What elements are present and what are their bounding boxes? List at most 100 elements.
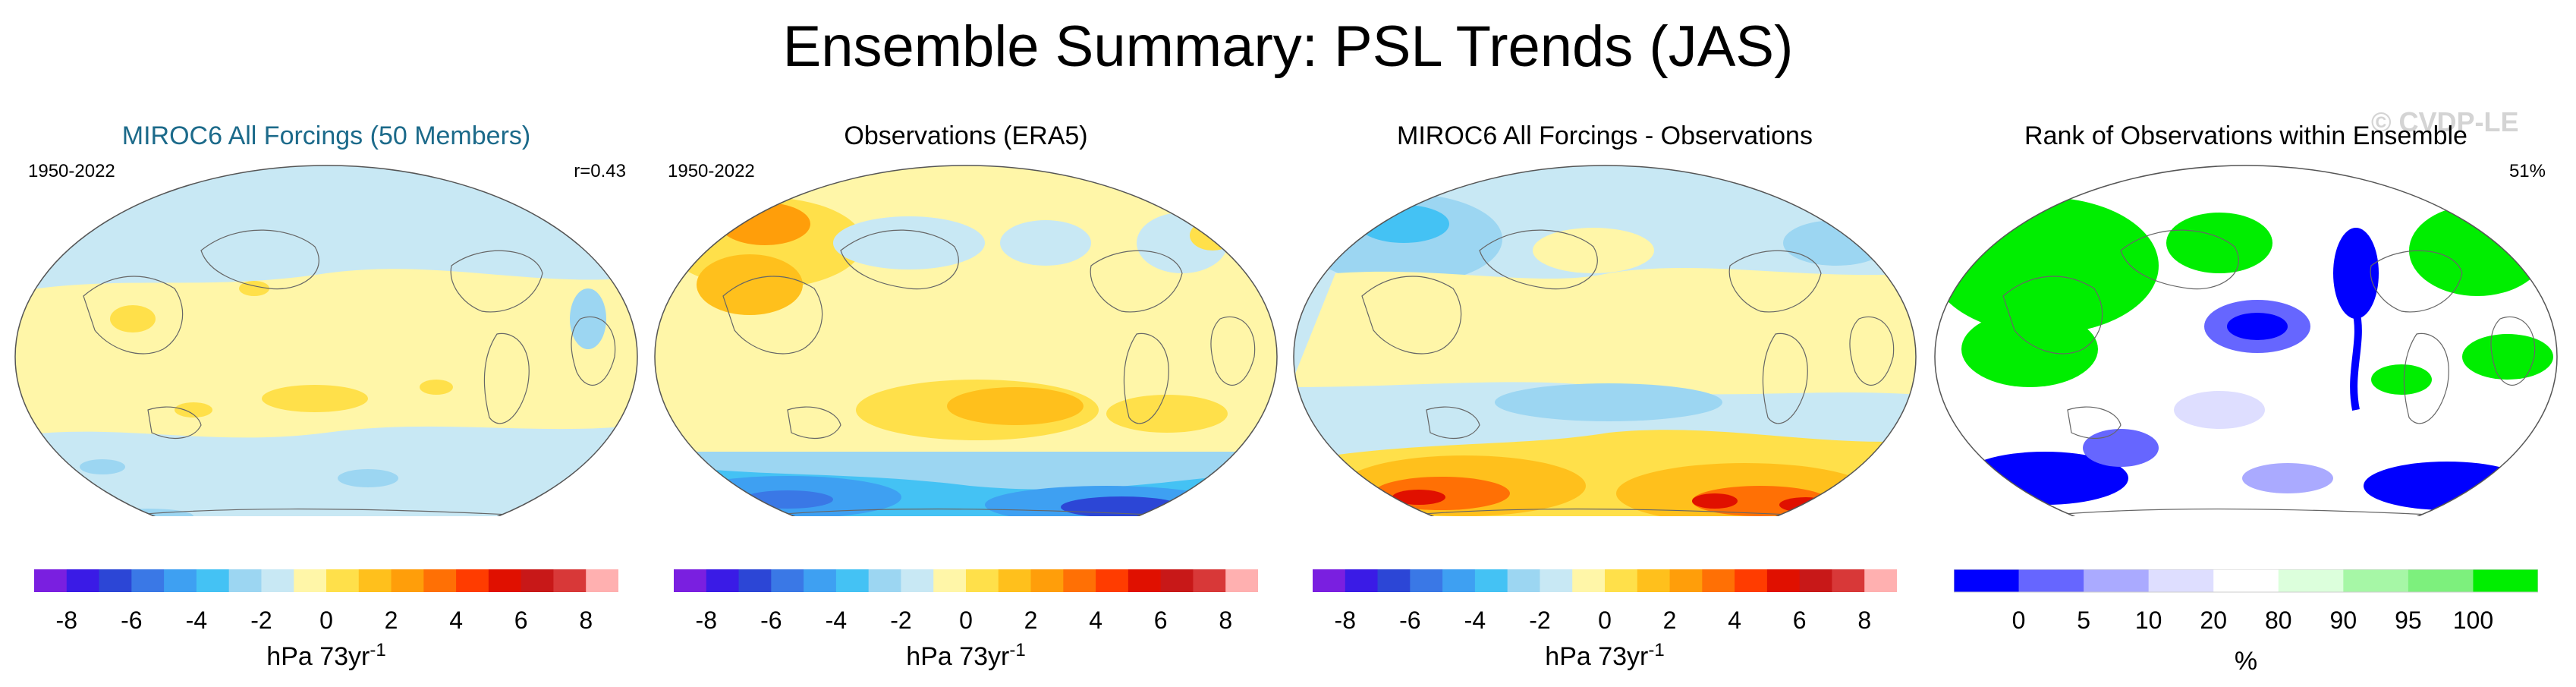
colorbar-swatch bbox=[553, 569, 587, 592]
colorbar-tick-label: 0 bbox=[959, 607, 973, 634]
colorbar-tick-label: -6 bbox=[121, 607, 142, 634]
colorbar-tick-label: 2 bbox=[1663, 607, 1677, 634]
colorbar-swatch bbox=[294, 569, 327, 592]
colorbar-tick-label: 4 bbox=[1089, 607, 1102, 634]
colorbar-swatch bbox=[1507, 569, 1540, 592]
colorbar-tick-label: 80 bbox=[2265, 607, 2292, 634]
colorbar-swatch bbox=[804, 569, 837, 592]
colorbar-swatch bbox=[738, 569, 772, 592]
colorbar-swatch bbox=[1637, 569, 1671, 592]
colorbar-tick-label: 90 bbox=[2330, 607, 2357, 634]
colorbar-tick-label: 6 bbox=[1154, 607, 1168, 634]
colorbar-tick-label: 5 bbox=[2077, 607, 2090, 634]
colorbar-tick-label: -8 bbox=[696, 607, 717, 634]
panel-title: MIROC6 All Forcings - Observations bbox=[1397, 121, 1813, 150]
colorbar-tick-label: -6 bbox=[1399, 607, 1420, 634]
colorbar-rank: 0 5 10 20 80 90 95 100% bbox=[1954, 569, 2538, 676]
colorbar-swatch bbox=[1128, 569, 1162, 592]
colorbar-swatch bbox=[1605, 569, 1638, 592]
panel-observations: Observations (ERA5) 1950-2022 bbox=[651, 121, 1281, 683]
colorbar-frame bbox=[1954, 569, 2538, 593]
colorbar-tick-label: -2 bbox=[1529, 607, 1550, 634]
colorbar-swatch bbox=[99, 569, 132, 592]
map-observations bbox=[654, 165, 1278, 516]
colorbar-swatch bbox=[1735, 569, 1768, 592]
colorbar-swatch bbox=[1702, 569, 1735, 592]
colorbar-tick-label: 4 bbox=[449, 607, 463, 634]
colorbar-swatch bbox=[1799, 569, 1832, 592]
colorbar-swatch bbox=[1063, 569, 1096, 592]
colorbar-swatch bbox=[1954, 569, 2020, 592]
map-rank bbox=[1934, 165, 2558, 516]
colorbar-swatch bbox=[2148, 569, 2214, 592]
colorbar-swatch bbox=[391, 569, 424, 592]
colorbar-tick-label: -4 bbox=[186, 607, 207, 634]
main-title: Ensemble Summary: PSL Trends (JAS) bbox=[782, 14, 1794, 79]
colorbar-swatch bbox=[835, 569, 870, 592]
colorbar-swatch bbox=[164, 569, 197, 592]
colorbar-difference: -8 -6 -4 -2 0 2 4 6 8 hPa 73yr-1 bbox=[1313, 569, 1897, 671]
colorbar-swatch bbox=[228, 569, 262, 592]
panel-model: MIROC6 All Forcings (50 Members) 1950-20… bbox=[11, 121, 641, 683]
panel-rank: Rank of Observations within Ensemble 51% bbox=[1931, 121, 2561, 683]
colorbar-label-superscript: -1 bbox=[1009, 640, 1025, 660]
colorbar-tick-label: 8 bbox=[579, 607, 593, 634]
colorbar-swatch bbox=[1096, 569, 1129, 592]
panel-title: Observations (ERA5) bbox=[844, 121, 1088, 150]
colorbar-swatch bbox=[1832, 569, 1865, 592]
colorbar-swatch bbox=[1030, 569, 1064, 592]
colorbar-label: hPa 73yr-1 bbox=[1545, 640, 1664, 671]
colorbar-swatch bbox=[1766, 569, 1801, 592]
colorbar-swatch bbox=[998, 569, 1032, 592]
panel-title: Rank of Observations within Ensemble bbox=[2024, 121, 2467, 150]
colorbar-swatch bbox=[2343, 569, 2409, 592]
colorbar-swatch bbox=[706, 569, 740, 592]
colorbar-swatch bbox=[1572, 569, 1606, 592]
colorbar-swatch bbox=[2213, 569, 2279, 592]
correlation-label: r=0.43 bbox=[574, 161, 626, 181]
colorbar-tick-label: 20 bbox=[2200, 607, 2227, 634]
colorbar-tick-label: -8 bbox=[1335, 607, 1356, 634]
colorbar-swatch bbox=[2018, 569, 2084, 592]
colorbar-swatch bbox=[933, 569, 967, 592]
colorbar-observations: -8 -6 -4 -2 0 2 4 6 8 hPa 73yr-1 bbox=[674, 569, 1258, 671]
colorbar-swatch bbox=[2084, 569, 2150, 592]
panel-title: MIROC6 All Forcings (50 Members) bbox=[121, 121, 531, 150]
colorbar-tick-label: 0 bbox=[319, 607, 333, 634]
colorbar-swatch bbox=[2408, 569, 2474, 592]
colorbar-swatch bbox=[456, 569, 489, 592]
colorbar-tick-label: 95 bbox=[2395, 607, 2422, 634]
colorbar-swatch bbox=[1669, 569, 1703, 592]
colorbar-swatch bbox=[2278, 569, 2344, 592]
colorbar-swatch bbox=[326, 569, 360, 592]
colorbar-tick-label: 4 bbox=[1728, 607, 1741, 634]
colorbar-swatch bbox=[1345, 569, 1379, 592]
colorbar-swatch bbox=[868, 569, 901, 592]
watermark: © CVDP-LE bbox=[2371, 106, 2519, 137]
colorbar-tick-label: 8 bbox=[1857, 607, 1871, 634]
colorbar-label-superscript: -1 bbox=[1648, 640, 1664, 660]
period-label: 1950-2022 bbox=[668, 161, 755, 181]
colorbar-swatch bbox=[1160, 569, 1194, 592]
colorbar-swatch bbox=[34, 569, 68, 592]
period-label: 1950-2022 bbox=[28, 161, 115, 181]
colorbar-swatch bbox=[1540, 569, 1573, 592]
colorbar-swatch bbox=[1410, 569, 1443, 592]
colorbar-tick-label: -4 bbox=[1464, 607, 1486, 634]
colorbar-swatch bbox=[1474, 569, 1508, 592]
colorbar-label: hPa 73yr-1 bbox=[266, 640, 385, 671]
colorbar-swatch bbox=[674, 569, 707, 592]
colorbar-swatch bbox=[1313, 569, 1346, 592]
colorbar-tick-label: 2 bbox=[1024, 607, 1038, 634]
colorbar-tick-label: 6 bbox=[1793, 607, 1807, 634]
colorbar-tick-label: 0 bbox=[1598, 607, 1612, 634]
colorbar-tick-label: -8 bbox=[56, 607, 77, 634]
panel-difference: MIROC6 All Forcings - Observations bbox=[1290, 121, 1920, 683]
colorbar-swatch bbox=[1864, 569, 1897, 592]
rank-percent-label: 51% bbox=[2508, 161, 2546, 181]
map-difference bbox=[1293, 165, 1917, 516]
colorbar-swatch bbox=[423, 569, 457, 592]
colorbar-swatch bbox=[131, 569, 165, 592]
map-model bbox=[14, 165, 638, 516]
colorbar-swatch bbox=[2473, 569, 2538, 592]
